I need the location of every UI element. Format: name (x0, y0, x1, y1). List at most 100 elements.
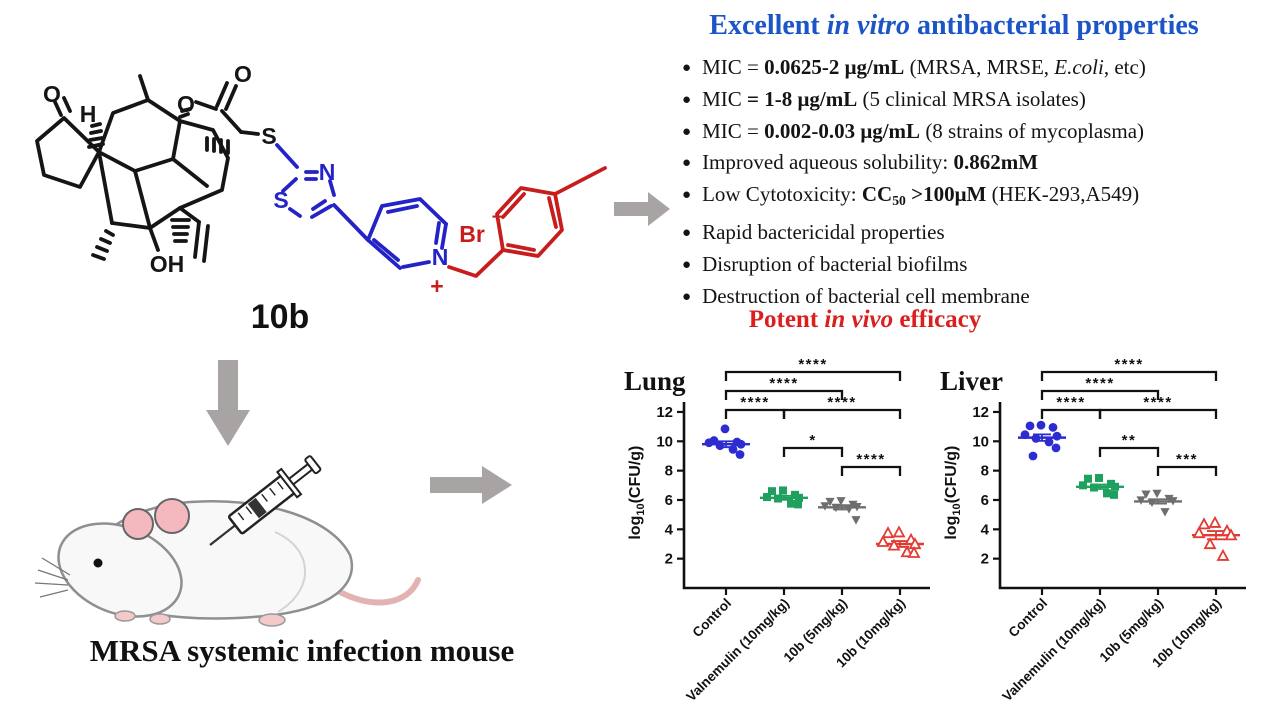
mouse-whiskers (34, 557, 71, 598)
lung-chart: 2 4 6 8 10 12 Control Valnemulin (10mg/kg) 10b (… (616, 356, 942, 718)
compound-label: 10b (250, 298, 310, 336)
mouse-haunch (274, 531, 306, 613)
significance-bracket (724, 389, 844, 400)
significance-bracket (1040, 408, 1102, 419)
y-tick-label: 10 (972, 433, 989, 450)
y-tick-label: 6 (665, 492, 673, 509)
significance-stars: ** (1122, 432, 1137, 449)
group-3-points (876, 525, 922, 558)
thioether-s-label: S (261, 123, 276, 149)
group-1-points (1079, 473, 1119, 499)
significance-bracket (1098, 446, 1160, 457)
pyridinium-charge-label: + (430, 273, 443, 299)
in-vivo-title: Potent in vivo efficacy (748, 306, 982, 333)
in-vitro-title: Excellent in vitro antibacterial propert… (709, 10, 1199, 41)
bullet-item: Disruption of bacterial biofilms (682, 249, 1146, 281)
significance-bracket (724, 408, 786, 419)
chart-title: Lung (624, 366, 686, 396)
in-vitro-bullet-list: MIC = 0.0625-2 μg/mL (MRSA, MRSE, E.coli… (682, 52, 1146, 312)
bullet-item: MIC = 0.002-0.03 μg/mL (8 strains of myc… (682, 116, 1146, 148)
significance-stars: **** (740, 394, 769, 411)
bromide-label: Br (459, 221, 485, 247)
significance-bracket (782, 446, 844, 457)
y-axis-label: log10(CFU/g) (627, 446, 647, 540)
significance-stars: **** (798, 356, 827, 373)
mouse-illustration (34, 455, 421, 627)
mouse-caption: MRSA systemic infection mouse (89, 633, 515, 668)
significance-bracket (1098, 408, 1218, 419)
y-tick-label: 2 (665, 551, 673, 568)
significance-bracket (1040, 370, 1218, 381)
x-category-label: Control (1006, 596, 1051, 641)
significance-stars: **** (1143, 394, 1172, 411)
significance-stars: **** (827, 394, 856, 411)
carbonyl-oxygen-label: O (234, 61, 252, 87)
ester-oxygen-label: O (177, 91, 195, 117)
thiazole-pyridinium-rings (275, 143, 448, 270)
group-1-points (763, 486, 803, 509)
thiazole-n-label: N (319, 159, 336, 185)
mouse-eye (93, 558, 103, 568)
benzyl-tolyl-group (447, 166, 607, 278)
significance-stars: **** (769, 375, 798, 392)
stereo-h-label: H (80, 101, 97, 127)
right-arrow-icon-top (614, 192, 670, 226)
significance-stars: **** (1056, 394, 1085, 411)
y-axis-label: log10(CFU/g) (943, 446, 963, 540)
x-category-label: Control (690, 596, 735, 641)
bullet-item: Destruction of bacterial cell membrane (682, 281, 1146, 313)
group-0-points (1020, 420, 1062, 461)
significance-bracket (1156, 465, 1218, 476)
bullet-item: MIC = 1-8 μg/mL (5 clinical MRSA isolate… (682, 84, 1146, 116)
down-arrow-icon (206, 360, 250, 446)
liver-chart: 2 4 6 8 10 12 Control Valnemulin (10mg/kg) 10b (… (932, 356, 1258, 718)
group-2-points (1136, 489, 1178, 517)
x-category-label: Valnemulin (10mg/kg) (999, 596, 1108, 705)
mouse-feet (114, 610, 286, 627)
group-3-points (1192, 515, 1238, 561)
mouse-ear-left (122, 508, 154, 540)
significance-stars: *** (1176, 451, 1198, 468)
y-tick-label: 10 (656, 433, 673, 450)
syringe-icon (209, 455, 322, 546)
bullet-item: Rapid bactericidal properties (682, 217, 1146, 249)
thiazole-s-label: S (273, 187, 288, 213)
bromide-charge-label: − (491, 207, 502, 228)
significance-stars: **** (1114, 356, 1143, 373)
significance-bracket (782, 408, 902, 419)
mouse-ear-right (154, 498, 190, 534)
group-0-points (704, 424, 746, 459)
significance-stars: * (809, 432, 816, 449)
significance-stars: **** (856, 451, 885, 468)
y-tick-label: 8 (981, 463, 989, 480)
y-tick-label: 12 (972, 404, 989, 421)
chart-axes (682, 402, 930, 590)
bullet-item: Improved aqueous solubility: 0.862mM (682, 147, 1146, 179)
significance-bracket (840, 465, 902, 476)
chart-title: Liver (940, 366, 1003, 396)
significance-stars: **** (1085, 375, 1114, 392)
x-category-label: Valnemulin (10mg/kg) (683, 596, 792, 705)
pyridinium-n-label: N (432, 244, 449, 270)
bullet-item: MIC = 0.0625-2 μg/mL (MRSA, MRSE, E.coli… (682, 52, 1146, 84)
ketone-oxygen-label: O (43, 81, 61, 107)
y-tick-label: 6 (981, 492, 989, 509)
compound-structure-drawing: O H O O S OH S N N + Br − (35, 61, 607, 299)
mouse-tail (337, 577, 421, 606)
y-tick-label: 4 (981, 521, 990, 538)
bullet-item: Low Cytotoxicity: CC50 >100μM (HEK-293,A… (682, 179, 1146, 217)
significance-bracket (724, 370, 902, 381)
right-arrow-icon-bottom (430, 466, 512, 504)
y-tick-label: 2 (981, 551, 989, 568)
chart-axes (998, 402, 1246, 590)
pleuromutilin-core (35, 74, 260, 263)
group-2-points (820, 497, 862, 525)
significance-bracket (1040, 389, 1160, 400)
y-tick-label: 4 (665, 521, 674, 538)
y-tick-label: 12 (656, 404, 673, 421)
hydroxyl-label: OH (150, 251, 185, 277)
y-tick-label: 8 (665, 463, 673, 480)
